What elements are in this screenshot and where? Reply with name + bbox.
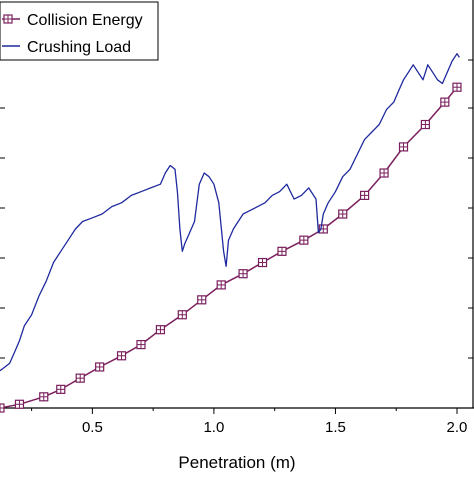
- collision-energy-point: [136, 339, 146, 350]
- x-tick-label: 0.5: [82, 419, 103, 436]
- collision-energy-point: [420, 119, 430, 130]
- collision-energy-point: [75, 373, 85, 383]
- collision-energy-point: [398, 142, 409, 152]
- collision-energy-point: [216, 280, 226, 290]
- collision-energy-point: [277, 246, 287, 256]
- collision-energy-line: [0, 86, 458, 409]
- x-tick-label: 1.0: [203, 419, 224, 436]
- collision-energy-point: [155, 325, 166, 335]
- crushing-load-line: [0, 53, 460, 372]
- collision-energy-point: [197, 295, 207, 305]
- collision-energy-point: [360, 190, 370, 200]
- axes: 0.5 1.0 1.5 2.0: [0, 0, 474, 436]
- collision-energy-point: [299, 235, 309, 245]
- collision-energy-point: [39, 392, 49, 402]
- collision-energy-point: [257, 257, 268, 268]
- collision-energy-point: [95, 362, 105, 372]
- collision-energy-point: [14, 399, 25, 409]
- collision-energy-point: [0, 403, 5, 413]
- x-axis-label: Penetration (m): [178, 453, 295, 472]
- x-tick-label: 1.5: [325, 419, 346, 436]
- collision-energy-point: [338, 209, 348, 219]
- series-layer: [0, 53, 462, 413]
- legend-box: [0, 1, 159, 61]
- legend-label: Collision Energy: [27, 12, 143, 29]
- x-tick-label: 2.0: [447, 419, 468, 436]
- collision-energy-point: [440, 97, 450, 107]
- collision-energy-point: [177, 310, 187, 320]
- collision-energy-point: [238, 269, 248, 279]
- legend-label: Crushing Load: [27, 39, 131, 56]
- collision-energy-point: [116, 351, 127, 361]
- collision-energy-point: [452, 82, 462, 92]
- collision-energy-point: [56, 384, 66, 394]
- legend: Collision Energy Crushing Load: [0, 1, 159, 61]
- collision-energy-point: [379, 168, 389, 178]
